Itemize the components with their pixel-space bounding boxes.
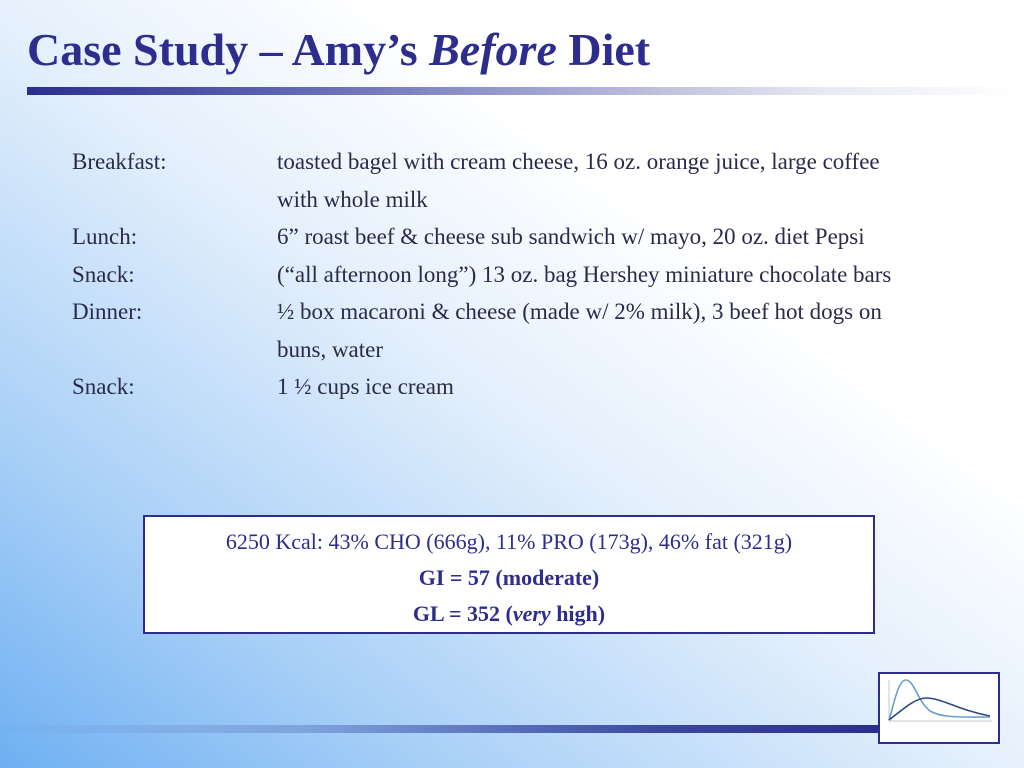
title-suffix: Diet bbox=[556, 24, 651, 75]
bottom-decorative-rule bbox=[0, 725, 880, 733]
meal-description: (“all afternoon long”) 13 oz. bag Hershe… bbox=[277, 261, 892, 287]
meal-row-dinner: Dinner: ½ box macaroni & cheese (made w/… bbox=[72, 293, 942, 368]
meal-label: Lunch: bbox=[72, 224, 138, 249]
title-emphasis: Before bbox=[429, 24, 557, 75]
meal-description: ½ box macaroni & cheese (made w/ 2% milk… bbox=[277, 299, 882, 362]
logo-curve-high bbox=[888, 679, 991, 721]
meal-description: toasted bagel with cream cheese, 16 oz. … bbox=[277, 149, 880, 212]
glycemic-index: GI = 57 (moderate) bbox=[418, 565, 600, 590]
meal-label: Breakfast: bbox=[72, 149, 167, 174]
meal-label: Snack: bbox=[72, 374, 135, 399]
glycemic-load-suffix: high) bbox=[550, 601, 606, 626]
nutrition-summary-box: 6250 Kcal: 43% CHO (666g), 11% PRO (173g… bbox=[143, 515, 875, 634]
meal-row-breakfast: Breakfast: toasted bagel with cream chee… bbox=[72, 143, 942, 218]
meal-row-lunch: Lunch: 6” roast beef & cheese sub sandwi… bbox=[72, 218, 942, 256]
meal-label: Dinner: bbox=[72, 299, 143, 324]
meal-label: Snack: bbox=[72, 261, 135, 287]
glycemic-load-prefix: GL = 352 ( bbox=[412, 601, 513, 626]
glucose-response-curves-icon bbox=[878, 672, 1000, 744]
glycemic-load-emphasis: very bbox=[512, 601, 551, 626]
meal-list: Breakfast: toasted bagel with cream chee… bbox=[72, 143, 942, 406]
glycemic-load: GL = 352 (very high) bbox=[145, 596, 873, 632]
slide-title: Case Study – Amy’s Before Diet bbox=[27, 22, 650, 78]
calorie-breakdown: 6250 Kcal: 43% CHO (666g), 11% PRO (173g… bbox=[225, 529, 793, 554]
title-underline-rule bbox=[27, 87, 1017, 95]
meal-row-afternoon-snack: Snack: (“all afternoon long”) 13 oz. bag… bbox=[72, 256, 942, 294]
meal-row-evening-snack: Snack: 1 ½ cups ice cream bbox=[72, 368, 942, 406]
title-prefix: Case Study – Amy’s bbox=[27, 24, 430, 75]
logo-graphic bbox=[888, 679, 992, 722]
logo-curve-low bbox=[888, 697, 991, 721]
meal-description: 1 ½ cups ice cream bbox=[277, 374, 454, 399]
meal-description: 6” roast beef & cheese sub sandwich w/ m… bbox=[277, 224, 865, 249]
